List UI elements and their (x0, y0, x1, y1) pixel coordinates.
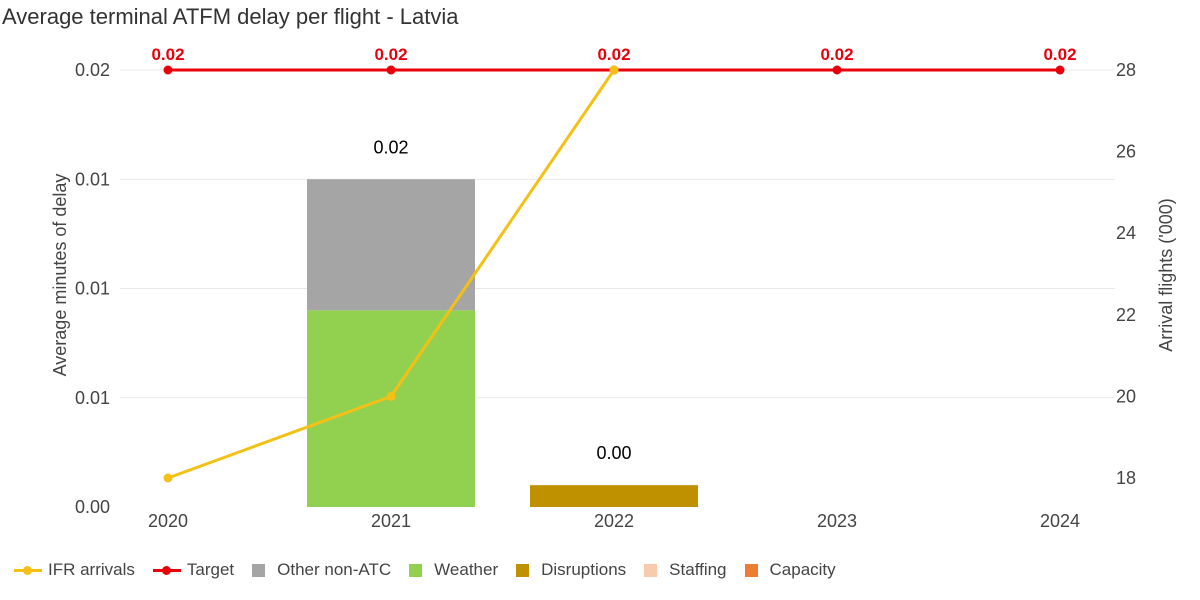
y2-axis-title: Arrival flights ('000) (1156, 198, 1176, 351)
target-value-label: 0.02 (1043, 45, 1076, 64)
legend-label: IFR arrivals (48, 560, 135, 579)
target-value-label: 0.02 (820, 45, 853, 64)
target-point (832, 65, 842, 75)
legend-label: Target (186, 560, 235, 579)
x-tick-label: 2020 (148, 511, 188, 531)
legend-line-marker (152, 565, 181, 575)
legend-dot-marker (161, 565, 171, 575)
legend-item: Other non-ATC (252, 560, 391, 580)
legend-item: Target (152, 560, 235, 580)
y-tick-label: 0.01 (75, 279, 110, 299)
legend-swatch (409, 563, 423, 577)
legend-label: Staffing (669, 560, 727, 579)
y-tick-label: 0.01 (75, 388, 110, 408)
x-tick-label: 2024 (1040, 511, 1080, 531)
target-point (386, 65, 396, 75)
y2-tick-label: 22 (1116, 305, 1136, 325)
legend-item: Disruptions (516, 560, 626, 580)
target-value-label: 0.02 (151, 45, 184, 64)
y2-tick-label: 24 (1116, 223, 1136, 243)
target-value-label: 0.02 (597, 45, 630, 64)
ifr-arrivals-point (163, 473, 173, 483)
legend-item: Capacity (744, 560, 836, 580)
y-tick-label: 0.00 (75, 497, 110, 517)
y2-tick-label: 18 (1116, 468, 1136, 488)
legend-line-marker (14, 565, 42, 575)
y2-tick-label: 20 (1116, 386, 1136, 406)
series-lines (163, 65, 1065, 483)
legend-item: IFR arrivals (14, 560, 135, 580)
legend-item: Weather (409, 560, 498, 580)
bar-total-label: 0.02 (373, 137, 408, 157)
y-axis-title: Average minutes of delay (50, 174, 70, 377)
target-point (1055, 65, 1065, 75)
ifr-arrivals-point (609, 65, 619, 75)
bar-stacks (307, 179, 698, 507)
legend-swatch (744, 563, 758, 577)
legend-swatch (644, 563, 658, 577)
legend-swatch (252, 563, 266, 577)
bar-disruptions (530, 485, 698, 507)
ifr-arrivals-point (386, 391, 396, 401)
legend-swatch (516, 563, 530, 577)
grid-lines (120, 69, 1115, 399)
bar-total-label: 0.00 (596, 443, 631, 463)
legend: IFR arrivals Target Other non-ATC Weather Di… (14, 560, 854, 580)
legend-label: Other non-ATC (277, 560, 392, 579)
x-tick-label: 2021 (371, 511, 411, 531)
legend-label: Capacity (769, 560, 836, 579)
chart-title: Average terminal ATFM delay per flight -… (2, 4, 459, 29)
bar-other-non-atc (307, 179, 475, 311)
legend-dot-marker (23, 565, 32, 575)
target-value-label: 0.02 (374, 45, 407, 64)
bar-weather (307, 310, 475, 507)
target-point (163, 65, 173, 75)
y-tick-label: 0.02 (75, 60, 110, 80)
legend-label: Weather (434, 560, 499, 579)
x-tick-label: 2023 (817, 511, 857, 531)
y2-tick-label: 26 (1116, 142, 1136, 162)
legend-label: Disruptions (541, 560, 627, 579)
x-tick-label: 2022 (594, 511, 634, 531)
y2-tick-label: 28 (1116, 60, 1136, 80)
legend-item: Staffing (644, 560, 727, 580)
y-tick-label: 0.01 (75, 169, 110, 189)
